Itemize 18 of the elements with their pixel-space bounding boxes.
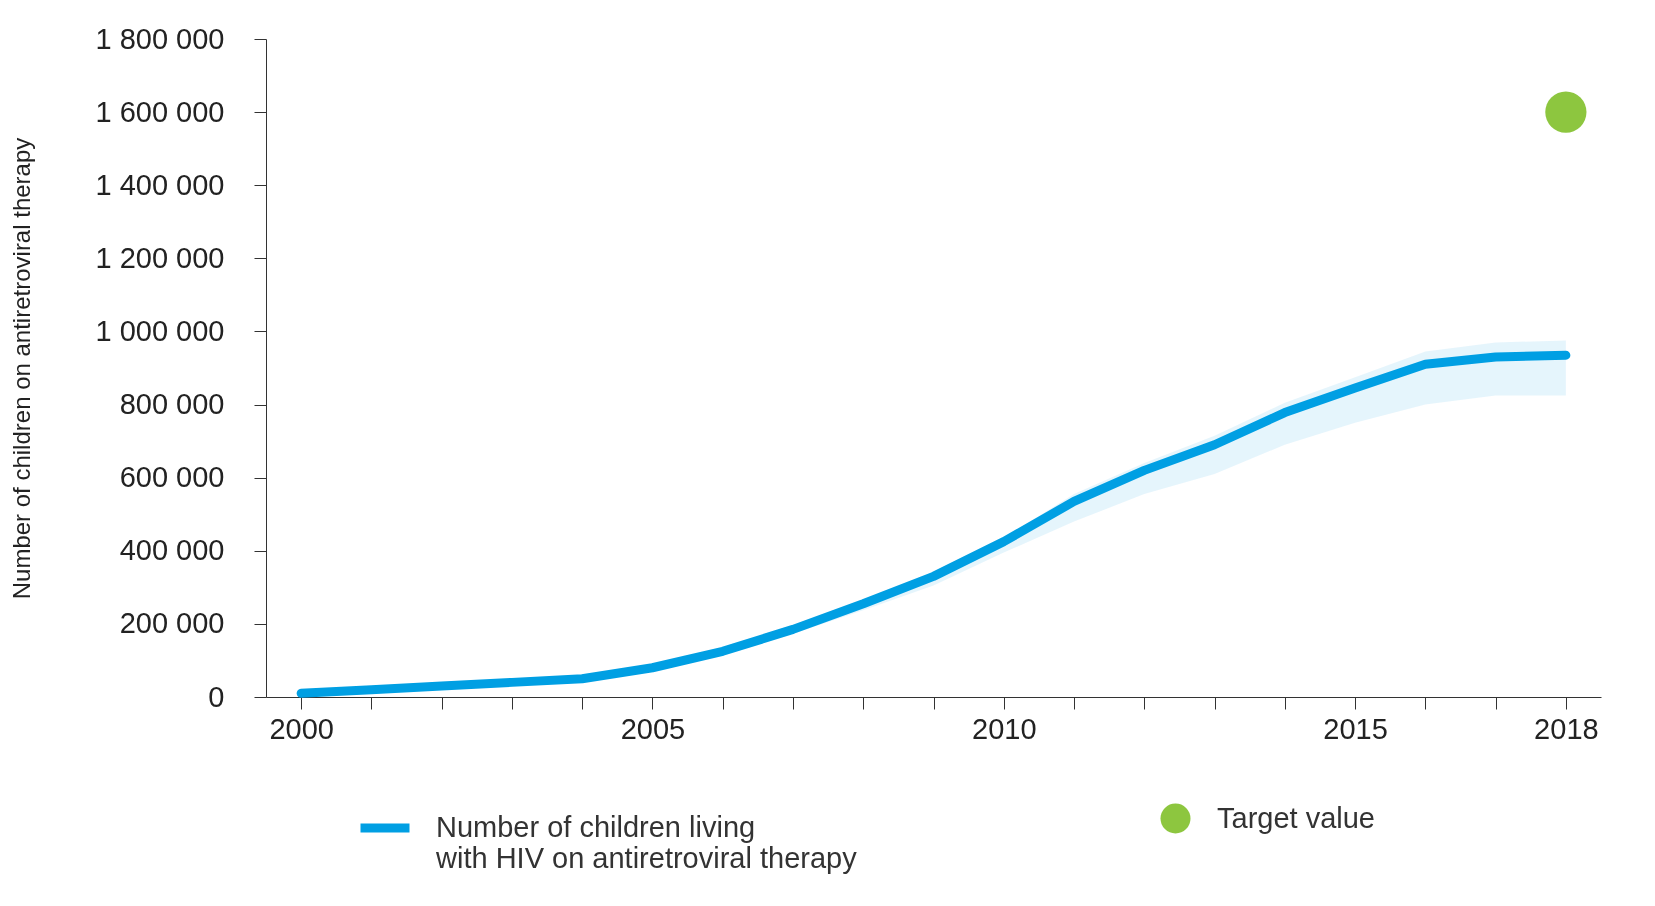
x-tick-label: 2010 [972, 712, 1037, 745]
y-axis-title: Number of children on antiretroviral therapy [8, 137, 36, 600]
x-tick-label: 2005 [620, 712, 686, 745]
x-tick-label: 2015 [1323, 712, 1388, 745]
y-tick-label: 400 000 [119, 534, 225, 567]
y-tick-label: 1 400 000 [95, 168, 225, 201]
y-tick-label: 1 000 000 [95, 314, 225, 347]
x-tick-label: 2000 [269, 712, 334, 745]
x-tick-label: 2018 [1534, 712, 1599, 745]
y-tick-label: 200 000 [119, 607, 225, 640]
y-tick-label: 1 600 000 [95, 95, 225, 128]
y-tick-label: 0 [208, 680, 225, 713]
y-tick-label: 1 800 000 [95, 22, 225, 55]
y-tick-label: 600 000 [119, 461, 225, 494]
legend-label: Target value [1217, 801, 1375, 834]
y-tick-label: 800 000 [119, 388, 225, 421]
y-tick-label: 1 200 000 [95, 241, 225, 274]
legend-label: Number of children living with HIV on antiretroviral therapy [435, 811, 858, 874]
